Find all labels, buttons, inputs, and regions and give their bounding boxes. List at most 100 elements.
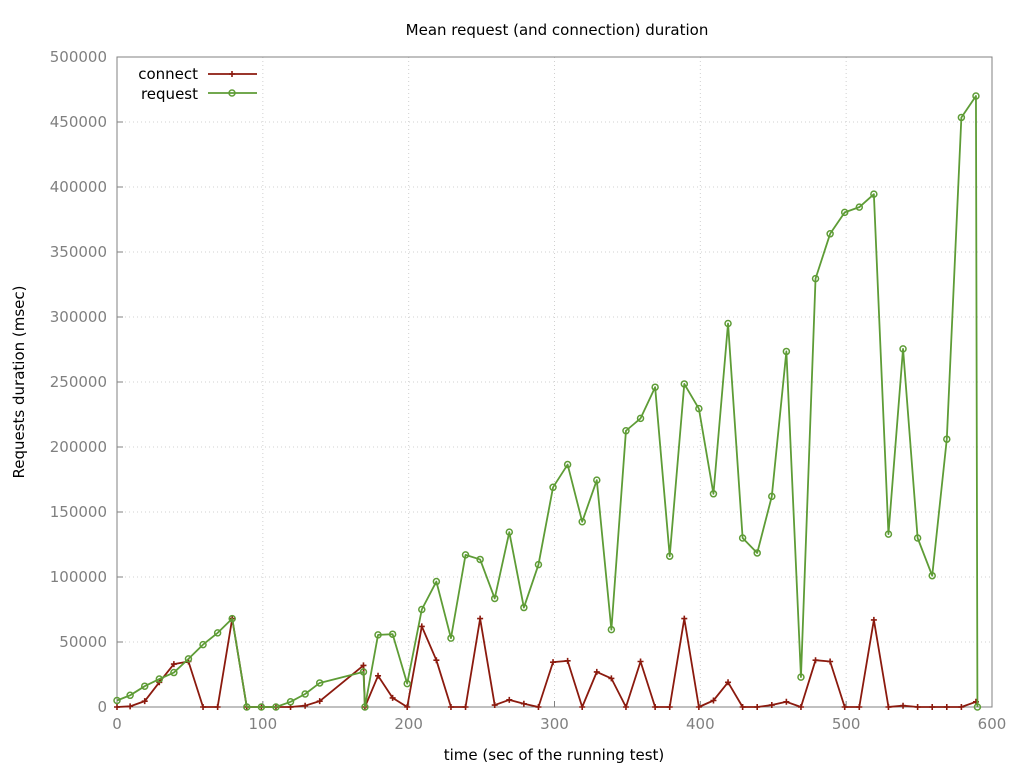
data-point-connect xyxy=(783,698,790,705)
data-point-connect xyxy=(695,704,702,710)
data-point-connect xyxy=(666,704,673,710)
series-line-request xyxy=(116,95,979,708)
grid xyxy=(117,57,992,707)
data-point-request xyxy=(476,555,484,564)
data-point-connect xyxy=(200,704,207,710)
data-point-connect xyxy=(214,704,221,710)
data-point-request xyxy=(973,703,982,711)
data-point-connect xyxy=(827,658,834,665)
y-tick-label: 400000 xyxy=(50,178,107,196)
data-point-connect xyxy=(316,698,323,705)
data-point-connect xyxy=(404,704,411,710)
data-point-connect xyxy=(943,704,950,710)
data-point-connect xyxy=(870,616,877,623)
data-point-request xyxy=(607,625,616,634)
data-point-connect xyxy=(141,698,148,705)
legend-point-connect xyxy=(229,71,235,77)
data-point-request xyxy=(578,518,586,526)
data-point-request xyxy=(680,380,689,388)
data-point-request xyxy=(957,113,966,122)
series-line-connect xyxy=(116,617,977,708)
data-point-request xyxy=(724,319,732,328)
data-point-request xyxy=(520,603,528,612)
y-tick-label: 200000 xyxy=(50,438,107,456)
data-point-connect xyxy=(725,679,732,686)
data-point-connect xyxy=(447,704,454,710)
x-tick-label: 100 xyxy=(249,715,278,733)
data-point-connect xyxy=(958,704,965,710)
data-point-connect xyxy=(622,704,629,710)
legend-marker-connect xyxy=(229,71,235,77)
data-point-request xyxy=(665,552,674,560)
data-point-request xyxy=(199,640,207,649)
data-point-request xyxy=(549,483,557,492)
data-point-connect xyxy=(841,704,848,710)
data-point-request xyxy=(359,668,368,676)
x-tick-label: 500 xyxy=(832,715,861,733)
data-point-request xyxy=(286,698,295,706)
data-point-request xyxy=(913,534,922,542)
data-point-connect xyxy=(535,704,542,710)
data-point-connect xyxy=(914,704,921,710)
x-tick-label: 0 xyxy=(112,715,122,733)
data-point-request xyxy=(636,414,645,423)
data-point-connect xyxy=(418,623,425,630)
data-point-connect xyxy=(608,675,615,682)
data-point-connect xyxy=(754,704,761,710)
x-tick-label: 600 xyxy=(978,715,1007,733)
data-point-request xyxy=(884,530,893,538)
data-point-connect xyxy=(710,697,717,704)
data-point-connect xyxy=(652,704,659,710)
data-point-connect xyxy=(564,657,571,664)
y-tick-label: 450000 xyxy=(50,113,107,131)
data-point-request xyxy=(126,691,134,700)
data-point-request xyxy=(213,629,222,637)
data-point-request xyxy=(432,577,441,586)
data-point-request xyxy=(534,560,543,569)
legend-item-request: request xyxy=(141,85,257,103)
data-point-connect xyxy=(433,657,440,664)
legend-marker-request xyxy=(228,89,236,97)
data-point-request xyxy=(738,534,747,542)
data-point-request xyxy=(782,347,791,356)
data-point-request xyxy=(361,703,369,711)
data-point-request xyxy=(155,675,164,683)
data-point-connect xyxy=(579,704,586,710)
data-point-request xyxy=(943,435,951,443)
data-point-connect xyxy=(389,694,396,701)
y-tick-label: 150000 xyxy=(50,503,107,521)
data-point-request xyxy=(461,551,470,559)
y-tick-label: 50000 xyxy=(59,633,107,651)
axis-ticks: 0 100 200 300 400 500 600 0 50000 100000 150000 200… xyxy=(50,48,1007,733)
data-point-connect xyxy=(550,659,557,666)
data-point-request xyxy=(768,492,776,501)
data-point-request xyxy=(870,190,878,198)
legend: connect request xyxy=(138,65,257,103)
data-point-request xyxy=(563,460,572,469)
data-point-request xyxy=(228,614,236,623)
data-point-request xyxy=(170,668,178,677)
data-point-connect xyxy=(856,704,863,710)
y-tick-label: 300000 xyxy=(50,308,107,326)
chart-title: Mean request (and connection) duration xyxy=(406,21,709,39)
data-point-connect xyxy=(768,702,775,709)
data-point-request xyxy=(899,345,907,353)
data-point-request xyxy=(447,634,455,642)
x-tick-label: 300 xyxy=(540,715,569,733)
data-point-request xyxy=(315,679,324,687)
data-point-connect xyxy=(900,702,907,709)
y-tick-label: 100000 xyxy=(50,568,107,586)
data-point-connect xyxy=(302,702,309,709)
series-layer xyxy=(113,92,982,711)
data-point-request xyxy=(272,703,280,711)
data-point-connect xyxy=(506,696,513,703)
data-point-request xyxy=(972,92,980,100)
data-point-connect xyxy=(360,662,367,669)
legend-label-request: request xyxy=(141,85,198,103)
data-point-connect xyxy=(114,704,120,710)
data-point-request xyxy=(184,655,193,663)
y-tick-label: 500000 xyxy=(50,48,107,66)
legend-label-connect: connect xyxy=(138,65,198,83)
data-point-connect xyxy=(812,657,819,664)
